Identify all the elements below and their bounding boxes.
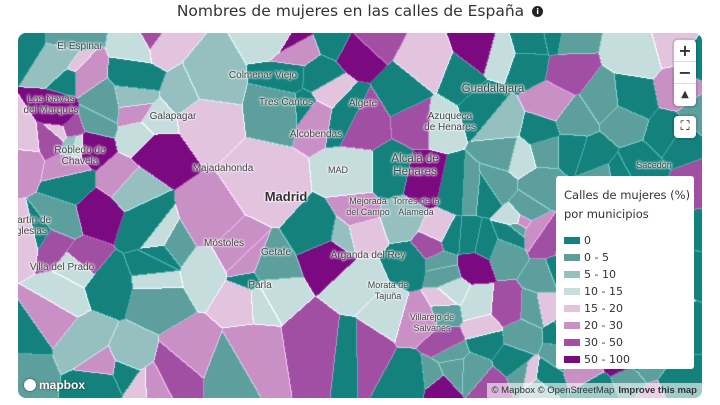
page-title: Nombres de mujeres en las calles de Espa…	[0, 0, 720, 22]
mapbox-logo-text: mapbox	[39, 378, 86, 392]
legend-label: 50 - 100	[584, 353, 630, 366]
fullscreen-icon: ⛶	[680, 119, 690, 134]
legend-label: 15 - 20	[584, 302, 623, 315]
airport-label: MAD	[328, 165, 348, 175]
place-label: Sacedón	[636, 160, 672, 170]
attribution-link[interactable]: © Mapbox © OpenStreetMap	[491, 385, 615, 396]
place-label: Móstoles	[203, 238, 245, 249]
zoom-controls: + − ▲	[674, 40, 696, 106]
legend-label: 0 - 5	[584, 251, 609, 264]
place-label-madrid: Madrid	[264, 189, 308, 204]
legend-swatch	[564, 254, 580, 261]
zoom-out-button[interactable]: −	[674, 62, 696, 84]
legend-label: 20 - 30	[584, 319, 623, 332]
place-label: Algete	[348, 98, 378, 109]
legend-label: 30 - 50	[584, 336, 623, 349]
place-label: Robledo de Chavela	[54, 145, 106, 167]
mapbox-icon	[24, 379, 36, 391]
legend-item: 15 - 20	[564, 300, 686, 317]
place-label: Galapagar	[149, 111, 197, 122]
legend-title: Calles de mujeres (%) por municipios	[564, 188, 691, 221]
legend-item: 50 - 100	[564, 351, 686, 368]
attribution: © Mapbox © OpenStreetMap Improve this map	[486, 383, 702, 398]
place-label: Azuqueca de Henares	[424, 111, 476, 133]
place-label: Colmenar Viejo	[228, 70, 298, 81]
legend-item: 0 - 5	[564, 249, 686, 266]
legend-swatch	[564, 322, 580, 329]
place-label: Mejorada del Campo	[346, 196, 390, 217]
legend-item: 0	[564, 232, 686, 249]
place-label: Villarejo de Salvanés	[409, 312, 455, 333]
place-label: Arganda del Rey	[330, 250, 406, 261]
place-label: Morata de Tajuña	[367, 280, 409, 301]
legend-item: 5 - 10	[564, 266, 686, 283]
legend-label: 0	[584, 234, 591, 247]
choropleth-map[interactable]: El Espinar Colmenar Viejo Las Navas del …	[18, 33, 702, 398]
place-label: Guadalajara	[461, 83, 525, 95]
place-label: Torres de la Alameda	[392, 196, 440, 217]
title-text: Nombres de mujeres en las calles de Espa…	[176, 2, 525, 20]
legend-item: 30 - 50	[564, 334, 686, 351]
place-label: El Espinar	[57, 41, 103, 52]
legend-item: 20 - 30	[564, 317, 686, 334]
legend-swatch	[564, 288, 580, 295]
improve-map-link[interactable]: Improve this map	[618, 385, 697, 396]
place-label: Tres Cantos	[258, 97, 314, 108]
place-label: Las Navas del Marqués	[23, 94, 79, 116]
mapbox-logo[interactable]: mapbox	[24, 378, 85, 392]
place-label: Martín de Iglesias	[18, 215, 52, 237]
zoom-in-button[interactable]: +	[674, 40, 696, 62]
place-label: Alcalá de Henares	[391, 153, 439, 178]
legend-label: 10 - 15	[584, 285, 623, 298]
legend-label: 5 - 10	[584, 268, 616, 281]
place-label: Villa del Prado	[29, 262, 95, 273]
legend-swatch	[564, 237, 580, 244]
info-icon[interactable]: i	[532, 6, 544, 17]
legend-swatch	[564, 339, 580, 346]
legend-item: 10 - 15	[564, 283, 686, 300]
legend-swatch	[564, 271, 580, 278]
place-label: Parla	[248, 280, 272, 291]
place-label: Majadahonda	[192, 163, 254, 174]
legend-swatch	[564, 305, 580, 312]
legend: Calles de mujeres (%) por municipios 0 0 …	[556, 176, 694, 369]
legend-swatch	[564, 356, 580, 363]
fullscreen-button[interactable]: ⛶	[674, 116, 696, 138]
compass-button[interactable]: ▲	[681, 89, 689, 100]
place-label: Alcobendas	[289, 129, 343, 140]
place-label: Getafe	[260, 247, 292, 258]
